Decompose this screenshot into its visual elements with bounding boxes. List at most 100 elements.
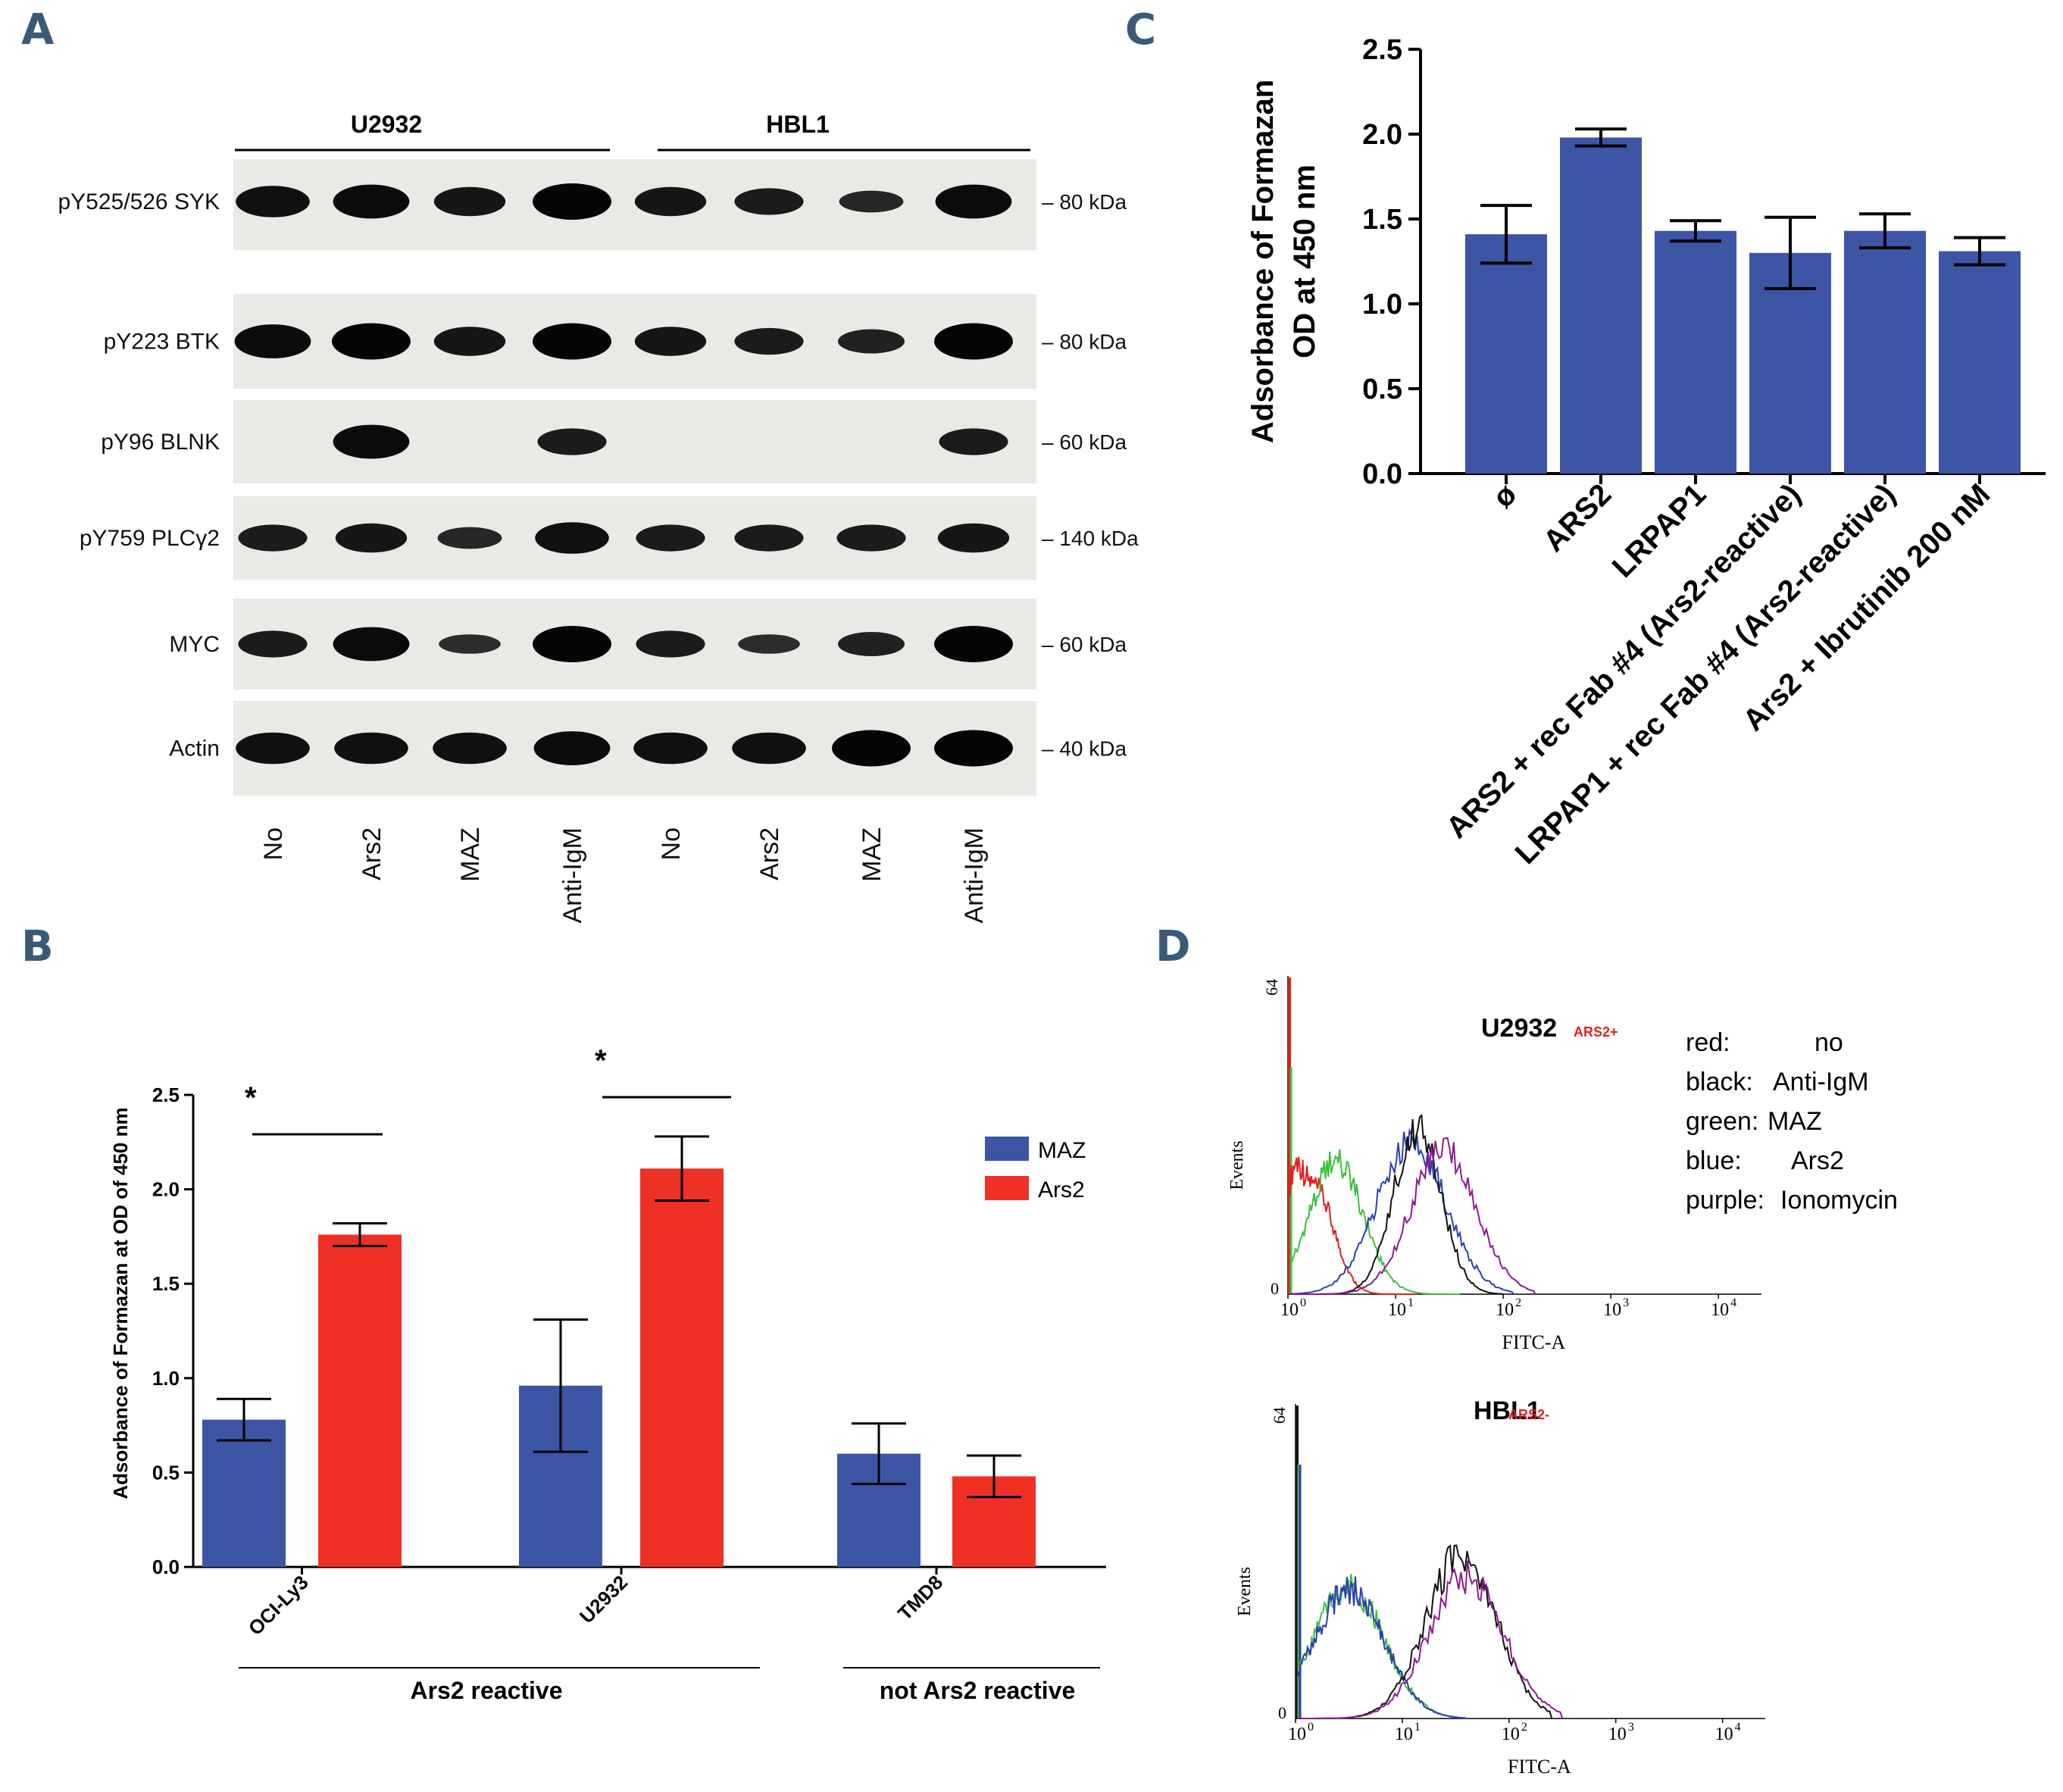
y-tick-label: 1.5 xyxy=(1362,204,1402,236)
blot-band xyxy=(332,323,411,360)
y-tick-label: 0.5 xyxy=(152,1461,180,1484)
blot-band xyxy=(533,626,611,662)
blot-band xyxy=(334,732,408,765)
y-tick-label: 2.0 xyxy=(1362,119,1402,151)
blot-band xyxy=(839,190,904,213)
blot-band xyxy=(633,732,708,765)
molecular-weight-label: – 60 kDa xyxy=(1042,430,1127,454)
hist-curve-black xyxy=(1289,1113,1504,1295)
legend-swatch-maz xyxy=(985,1137,1029,1161)
y-tick-label: 0.0 xyxy=(152,1556,180,1578)
x-tick-label: ARS2 + rec Fab #4 (Ars2-reactive) xyxy=(1440,477,1808,845)
group-label-hbl1: HBL1 xyxy=(766,111,830,138)
blot-band xyxy=(939,428,1008,455)
lane-label: MAZ xyxy=(858,827,886,882)
hist-x-tick-label: 10 xyxy=(1280,1300,1299,1320)
flow-legend: red: no black: Anti-IgM green: MAZ blue: Ars2 pu… xyxy=(1686,1028,1898,1215)
hist-x-tick-label: 10 xyxy=(1603,1300,1621,1320)
hist-x-tick-exponent: 2 xyxy=(1521,1721,1527,1734)
group-label-u2932: U2932 xyxy=(351,111,422,138)
blot-band xyxy=(433,327,506,356)
blot-band xyxy=(533,323,611,360)
blot-strips: pY525/526 SYK – 80 kDa pY223 BTK – 80 kDa pY… xyxy=(58,159,1139,796)
blot-band xyxy=(333,424,410,459)
y-tick-label: 1.0 xyxy=(1362,289,1402,321)
molecular-weight-label: – 80 kDa xyxy=(1042,330,1127,354)
hist-ylabel: Events xyxy=(1227,1140,1247,1190)
panel-letter-d: D xyxy=(1155,922,1190,971)
western-blot-panel: U2932 HBL1 pY525/526 SYK – 80 kDa pY223 BT… xyxy=(58,111,1139,924)
blot-band xyxy=(333,184,410,219)
y-tick-label: 0.0 xyxy=(1362,458,1402,490)
blot-band xyxy=(537,428,607,455)
y-tick-label: 0.5 xyxy=(1362,374,1402,405)
blot-row-label: pY759 PLCγ2 xyxy=(80,526,220,551)
chart-b-legend: MAZ Ars2 xyxy=(985,1137,1086,1202)
hist-curve-blue xyxy=(1296,1576,1467,1719)
hist-x-tick-exponent: 4 xyxy=(1735,1721,1741,1734)
hist-tag: ARS2+ xyxy=(1574,1024,1618,1040)
blot-band xyxy=(734,524,804,552)
legend-label: Ars2 xyxy=(1038,1177,1085,1202)
lane-label: No xyxy=(259,827,288,860)
blot-band xyxy=(533,183,611,220)
hist-tag: ARS2- xyxy=(1508,1407,1549,1422)
blot-band xyxy=(935,184,1012,219)
chart-c-ylabel-line2: OD at 450 nm xyxy=(1288,164,1321,358)
molecular-weight-label: – 80 kDa xyxy=(1042,190,1127,214)
blot-band xyxy=(934,730,1013,767)
group-label-not-reactive: not Ars2 reactive xyxy=(880,1677,1075,1704)
chart-b-axes: 0.0 0.5 1.0 1.5 2.0 2.5 OCI-Ly3 U2932 TMD8 Ars2 r… xyxy=(152,1084,1106,1704)
legend-swatch-ars2 xyxy=(985,1176,1029,1200)
hist-curve-green xyxy=(1289,1149,1461,1295)
hist-x-tick-exponent: 3 xyxy=(1623,1296,1629,1309)
hist-x-tick-label: 10 xyxy=(1502,1725,1520,1744)
legend-label: MAZ xyxy=(1768,1107,1822,1136)
lane-labels: No Ars2 MAZ Anti-IgM No Ars2 MAZ Anti-IgM xyxy=(259,827,989,924)
hist-x-tick-exponent: 4 xyxy=(1730,1296,1736,1309)
hist-ylabel: Events xyxy=(1235,1567,1255,1616)
lane-label: MAZ xyxy=(456,827,485,882)
blot-band xyxy=(535,522,609,554)
x-tick-label: OCI-Ly3 xyxy=(244,1571,313,1640)
hist-curve-purple xyxy=(1297,1560,1564,1719)
blot-band xyxy=(934,626,1013,662)
blot-band xyxy=(238,630,308,658)
hist-x-tick-exponent: 0 xyxy=(1308,1721,1314,1734)
lane-label: Anti-IgM xyxy=(960,827,989,924)
y-tick-label: 2.5 xyxy=(152,1084,180,1106)
bar xyxy=(1939,251,2021,474)
hist-x-tick-label: 10 xyxy=(1715,1725,1733,1744)
blot-band xyxy=(433,732,507,765)
molecular-weight-label: – 60 kDa xyxy=(1042,633,1127,656)
group-label-reactive: Ars2 reactive xyxy=(410,1677,562,1704)
panel-letter-c: C xyxy=(1125,5,1156,55)
hist-x-tick-exponent: 3 xyxy=(1628,1721,1634,1734)
blot-band xyxy=(838,632,905,656)
hist-xlabel: FITC-A xyxy=(1508,1756,1571,1778)
blot-band xyxy=(238,524,308,552)
hist-xlabel: FITC-A xyxy=(1502,1331,1566,1353)
blot-band xyxy=(836,524,906,552)
blot-band xyxy=(738,634,800,654)
chart-c-ylabel-line1: Adsorbance of Formazan xyxy=(1246,80,1280,443)
blot-band xyxy=(335,523,408,553)
blot-row-label: pY525/526 SYK xyxy=(58,189,220,214)
blot-band xyxy=(433,186,506,217)
y-tick-label: 2.0 xyxy=(152,1178,180,1201)
blot-band xyxy=(734,327,804,355)
legend-label: Ionomycin xyxy=(1780,1186,1898,1215)
lane-label: Ars2 xyxy=(755,827,784,880)
blot-band xyxy=(937,523,1010,553)
blot-band xyxy=(832,730,911,767)
y-tick-label: 1.0 xyxy=(152,1367,180,1390)
legend-color-name: blue: xyxy=(1686,1146,1742,1175)
legend-color-name: black: xyxy=(1686,1068,1753,1096)
molecular-weight-label: – 140 kDa xyxy=(1042,527,1139,550)
blot-band xyxy=(636,524,705,552)
